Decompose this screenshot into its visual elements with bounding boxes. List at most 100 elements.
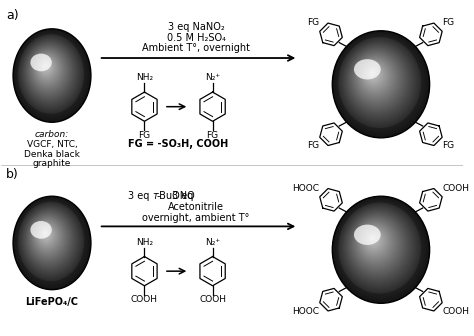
Ellipse shape <box>361 61 388 90</box>
Ellipse shape <box>32 50 64 89</box>
Ellipse shape <box>34 52 62 86</box>
Ellipse shape <box>24 42 75 102</box>
Ellipse shape <box>354 224 381 245</box>
Text: VGCF, NTC,: VGCF, NTC, <box>27 140 77 149</box>
Ellipse shape <box>342 41 415 122</box>
Ellipse shape <box>25 209 74 269</box>
Ellipse shape <box>37 56 56 80</box>
Text: COOH: COOH <box>443 307 470 316</box>
Ellipse shape <box>16 32 88 118</box>
Ellipse shape <box>332 196 429 303</box>
Ellipse shape <box>361 226 389 257</box>
Ellipse shape <box>19 36 82 112</box>
Ellipse shape <box>21 38 80 108</box>
Ellipse shape <box>35 221 59 250</box>
Ellipse shape <box>35 54 59 83</box>
Ellipse shape <box>346 211 410 281</box>
Text: 3 eq: 3 eq <box>172 192 196 201</box>
Ellipse shape <box>26 43 73 100</box>
Ellipse shape <box>350 49 404 109</box>
Text: FG: FG <box>307 141 319 151</box>
Ellipse shape <box>25 42 74 101</box>
Ellipse shape <box>367 67 379 81</box>
Ellipse shape <box>339 38 420 127</box>
Ellipse shape <box>370 235 376 242</box>
Ellipse shape <box>42 62 49 70</box>
Ellipse shape <box>30 48 67 92</box>
Ellipse shape <box>364 229 384 252</box>
Ellipse shape <box>43 62 48 70</box>
Ellipse shape <box>23 41 76 104</box>
Ellipse shape <box>36 55 58 82</box>
Ellipse shape <box>354 59 381 80</box>
Ellipse shape <box>357 56 394 98</box>
Ellipse shape <box>38 225 55 245</box>
Ellipse shape <box>353 218 400 270</box>
Ellipse shape <box>355 220 397 266</box>
Ellipse shape <box>362 62 387 89</box>
Text: COOH: COOH <box>443 183 470 193</box>
Ellipse shape <box>364 229 383 251</box>
Ellipse shape <box>359 59 391 94</box>
Ellipse shape <box>30 53 52 71</box>
Ellipse shape <box>36 222 59 250</box>
Ellipse shape <box>28 214 69 263</box>
Text: COOH: COOH <box>199 295 226 304</box>
Ellipse shape <box>369 235 376 243</box>
Ellipse shape <box>33 218 63 255</box>
Ellipse shape <box>365 231 382 249</box>
Ellipse shape <box>370 70 376 77</box>
Ellipse shape <box>34 220 61 252</box>
Ellipse shape <box>371 237 374 240</box>
Ellipse shape <box>45 65 46 66</box>
Ellipse shape <box>362 227 387 254</box>
Ellipse shape <box>367 67 380 82</box>
Ellipse shape <box>363 228 385 253</box>
Text: Acetonitrile: Acetonitrile <box>168 202 224 212</box>
Ellipse shape <box>31 50 64 89</box>
Ellipse shape <box>14 197 90 288</box>
Ellipse shape <box>41 60 51 73</box>
Ellipse shape <box>350 49 404 109</box>
Ellipse shape <box>348 47 407 113</box>
Ellipse shape <box>34 53 61 84</box>
Ellipse shape <box>17 201 85 283</box>
Text: FG: FG <box>443 18 455 27</box>
Ellipse shape <box>357 222 394 263</box>
Ellipse shape <box>24 209 75 270</box>
Ellipse shape <box>335 34 425 133</box>
Ellipse shape <box>335 199 426 299</box>
Text: a): a) <box>6 9 19 23</box>
Ellipse shape <box>41 61 51 72</box>
Ellipse shape <box>18 202 84 281</box>
Ellipse shape <box>368 68 378 79</box>
Ellipse shape <box>19 204 82 278</box>
Ellipse shape <box>371 72 374 74</box>
Ellipse shape <box>23 208 77 272</box>
Ellipse shape <box>351 50 403 108</box>
Text: overnight, ambient T°: overnight, ambient T° <box>142 213 250 223</box>
Ellipse shape <box>28 213 70 263</box>
Ellipse shape <box>341 40 418 124</box>
Ellipse shape <box>353 218 400 269</box>
Ellipse shape <box>371 71 374 75</box>
Ellipse shape <box>29 47 68 94</box>
Ellipse shape <box>39 59 53 75</box>
Ellipse shape <box>372 238 373 239</box>
Ellipse shape <box>341 206 417 289</box>
Ellipse shape <box>31 217 64 257</box>
Ellipse shape <box>29 215 67 260</box>
Ellipse shape <box>343 207 415 286</box>
Ellipse shape <box>26 211 73 267</box>
Ellipse shape <box>20 204 81 277</box>
Ellipse shape <box>14 30 90 121</box>
Ellipse shape <box>356 221 395 264</box>
Ellipse shape <box>356 221 396 265</box>
Ellipse shape <box>18 34 85 115</box>
Ellipse shape <box>355 54 397 101</box>
Ellipse shape <box>44 64 47 68</box>
Ellipse shape <box>359 224 391 259</box>
Ellipse shape <box>344 209 412 284</box>
Ellipse shape <box>352 51 401 106</box>
Ellipse shape <box>44 231 47 236</box>
